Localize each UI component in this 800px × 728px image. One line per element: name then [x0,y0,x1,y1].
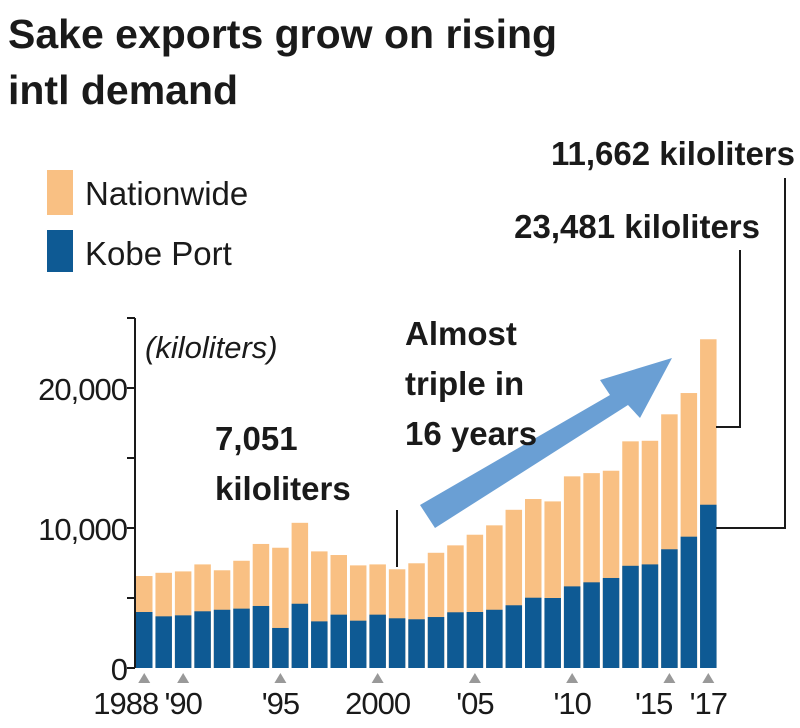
y-tick-label: 10,000 [38,512,128,547]
trend-annotation-line2: triple in [405,365,524,402]
annotation-2001-unit: kiloliters [215,470,351,507]
bar-kobe-port-2014 [641,564,659,668]
bar-kobe-port-2011 [583,582,600,668]
x-tick-label: '17 [690,686,727,721]
x-tick-label: '05 [456,686,493,721]
bar-kobe-port-2016 [680,536,698,668]
bar-kobe-port-1992 [213,609,231,668]
legend-swatch-kobe-port [47,230,73,272]
x-tick-label: '90 [164,686,202,721]
bar-kobe-port-1998 [330,614,347,668]
bar-kobe-port-2013 [622,565,639,668]
x-tick-triangle-icon [177,673,190,683]
legend-swatch-nationwide [47,170,73,215]
annotation-nation-2017: 23,481 kiloliters [514,208,760,245]
y-axis-unit-label: (kiloliters) [145,330,278,365]
bar-kobe-port-2006 [486,609,503,668]
x-tick-label: '15 [635,686,672,721]
bar-kobe-port-2003 [427,617,445,668]
bar-kobe-port-2001 [388,618,406,668]
bar-kobe-port-2012 [602,577,620,668]
y-tick-label: 0 [111,652,128,687]
legend-label-kobe-port: Kobe Port [85,235,232,272]
x-tick-label: '95 [262,686,299,721]
trend-arrow [420,358,672,528]
leader-line-kobe-2017 [716,178,786,529]
annotation-2001-value: 7,051 [215,420,298,457]
x-tick-triangle-icon [138,673,151,683]
y-tick-label: 20,000 [38,372,128,407]
x-tick-triangle-icon [702,673,715,683]
trend-annotation-line1: Almost [405,315,517,352]
bar-kobe-port-1997 [311,621,328,668]
x-tick-triangle-icon [566,673,579,683]
bar-kobe-port-1995 [272,627,289,668]
bars [136,339,717,668]
bar-kobe-port-2005 [466,612,484,668]
bar-kobe-port-2008 [525,597,542,668]
chart-title-line1: Sake exports grow on rising [8,11,557,57]
bar-kobe-port-1996 [291,603,309,668]
x-tick-label: 1988 [93,686,158,721]
bar-kobe-port-1988 [136,612,153,668]
annotation-kobe-2017: 11,662 kiloliters [551,135,795,172]
bar-kobe-port-1993 [233,608,250,668]
bar-kobe-port-2002 [408,619,425,668]
x-tick-triangle-icon [274,673,287,683]
bar-kobe-port-1990 [174,615,192,668]
bar-kobe-port-1994 [252,605,270,668]
x-tick-label: '10 [553,686,591,721]
x-tick-triangle-icon [371,673,384,683]
bar-kobe-port-2010 [563,586,581,668]
bar-kobe-port-2000 [369,614,386,668]
bar-kobe-port-2017 [700,504,717,668]
x-tick-label: 2000 [345,686,411,721]
bar-kobe-port-1989 [155,616,172,668]
x-tick-triangle-icon [663,673,676,683]
x-tick-triangle-icon [468,673,481,683]
bar-kobe-port-1991 [194,611,211,668]
bar-kobe-port-2007 [505,605,523,668]
trend-annotation-line3: 16 years [405,415,537,452]
bar-kobe-port-2015 [661,549,678,668]
legend: Nationwide Kobe Port [47,170,248,272]
y-axis: 0 10,000 20,000 [38,317,136,687]
legend-label-nationwide: Nationwide [85,175,248,212]
bar-kobe-port-2009 [544,598,561,668]
bar-kobe-port-2004 [447,612,464,668]
bar-kobe-port-1999 [349,620,367,668]
chart-title-line2: intl demand [8,67,238,113]
x-axis: 1988'90 '95 2000 '05 '10 '15 '17 [93,673,728,721]
leader-line-nation-2017 [716,250,741,428]
